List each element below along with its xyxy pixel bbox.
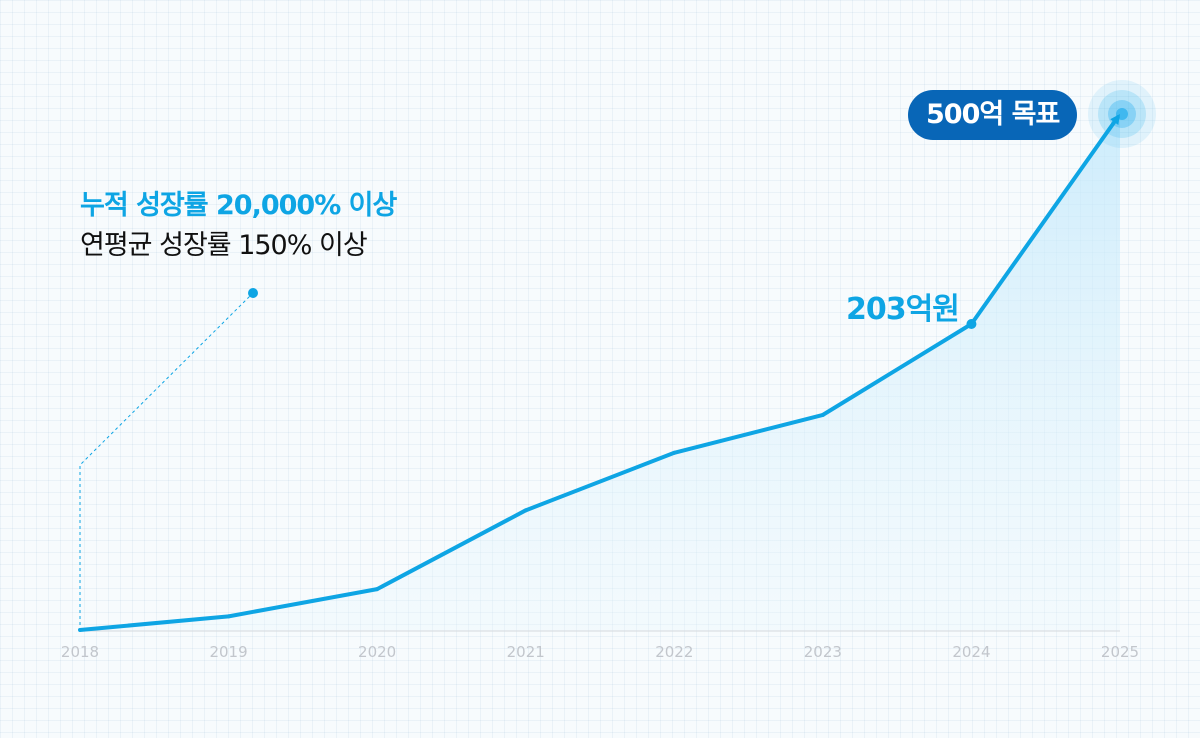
x-tick-label: 2021	[507, 643, 545, 661]
target-badge: 500억 목표	[908, 90, 1078, 140]
line-segment	[672, 412, 825, 455]
line-segment	[523, 450, 677, 513]
target-glow-ring	[1088, 80, 1156, 148]
growth-callout: 누적 성장률 20,000% 이상 연평균 성장률 150% 이상	[80, 186, 397, 266]
callout-leader-line	[79, 292, 254, 631]
target-arrow-segment	[969, 113, 1121, 326]
x-tick-label: 2022	[655, 643, 693, 661]
line-segment	[820, 322, 974, 417]
line-segment	[78, 614, 231, 632]
line-segment	[375, 508, 528, 592]
annual-growth-text: 연평균 성장률 150% 이상	[80, 230, 368, 261]
cumulative-growth-text: 누적 성장률 20,000% 이상	[80, 190, 397, 221]
x-tick-label: 2024	[952, 643, 990, 661]
x-tick-label: 2018	[61, 643, 99, 661]
area-fill	[80, 114, 1120, 631]
x-tick-label: 2025	[1101, 643, 1139, 661]
x-tick-label: 2023	[804, 643, 842, 661]
x-tick-label: 2019	[209, 643, 247, 661]
x-tick-label: 2020	[358, 643, 396, 661]
value-label-2024: 203억원	[846, 292, 960, 327]
callout-dot	[248, 288, 258, 298]
line-segment	[226, 587, 380, 619]
data-point-2024	[966, 319, 977, 329]
